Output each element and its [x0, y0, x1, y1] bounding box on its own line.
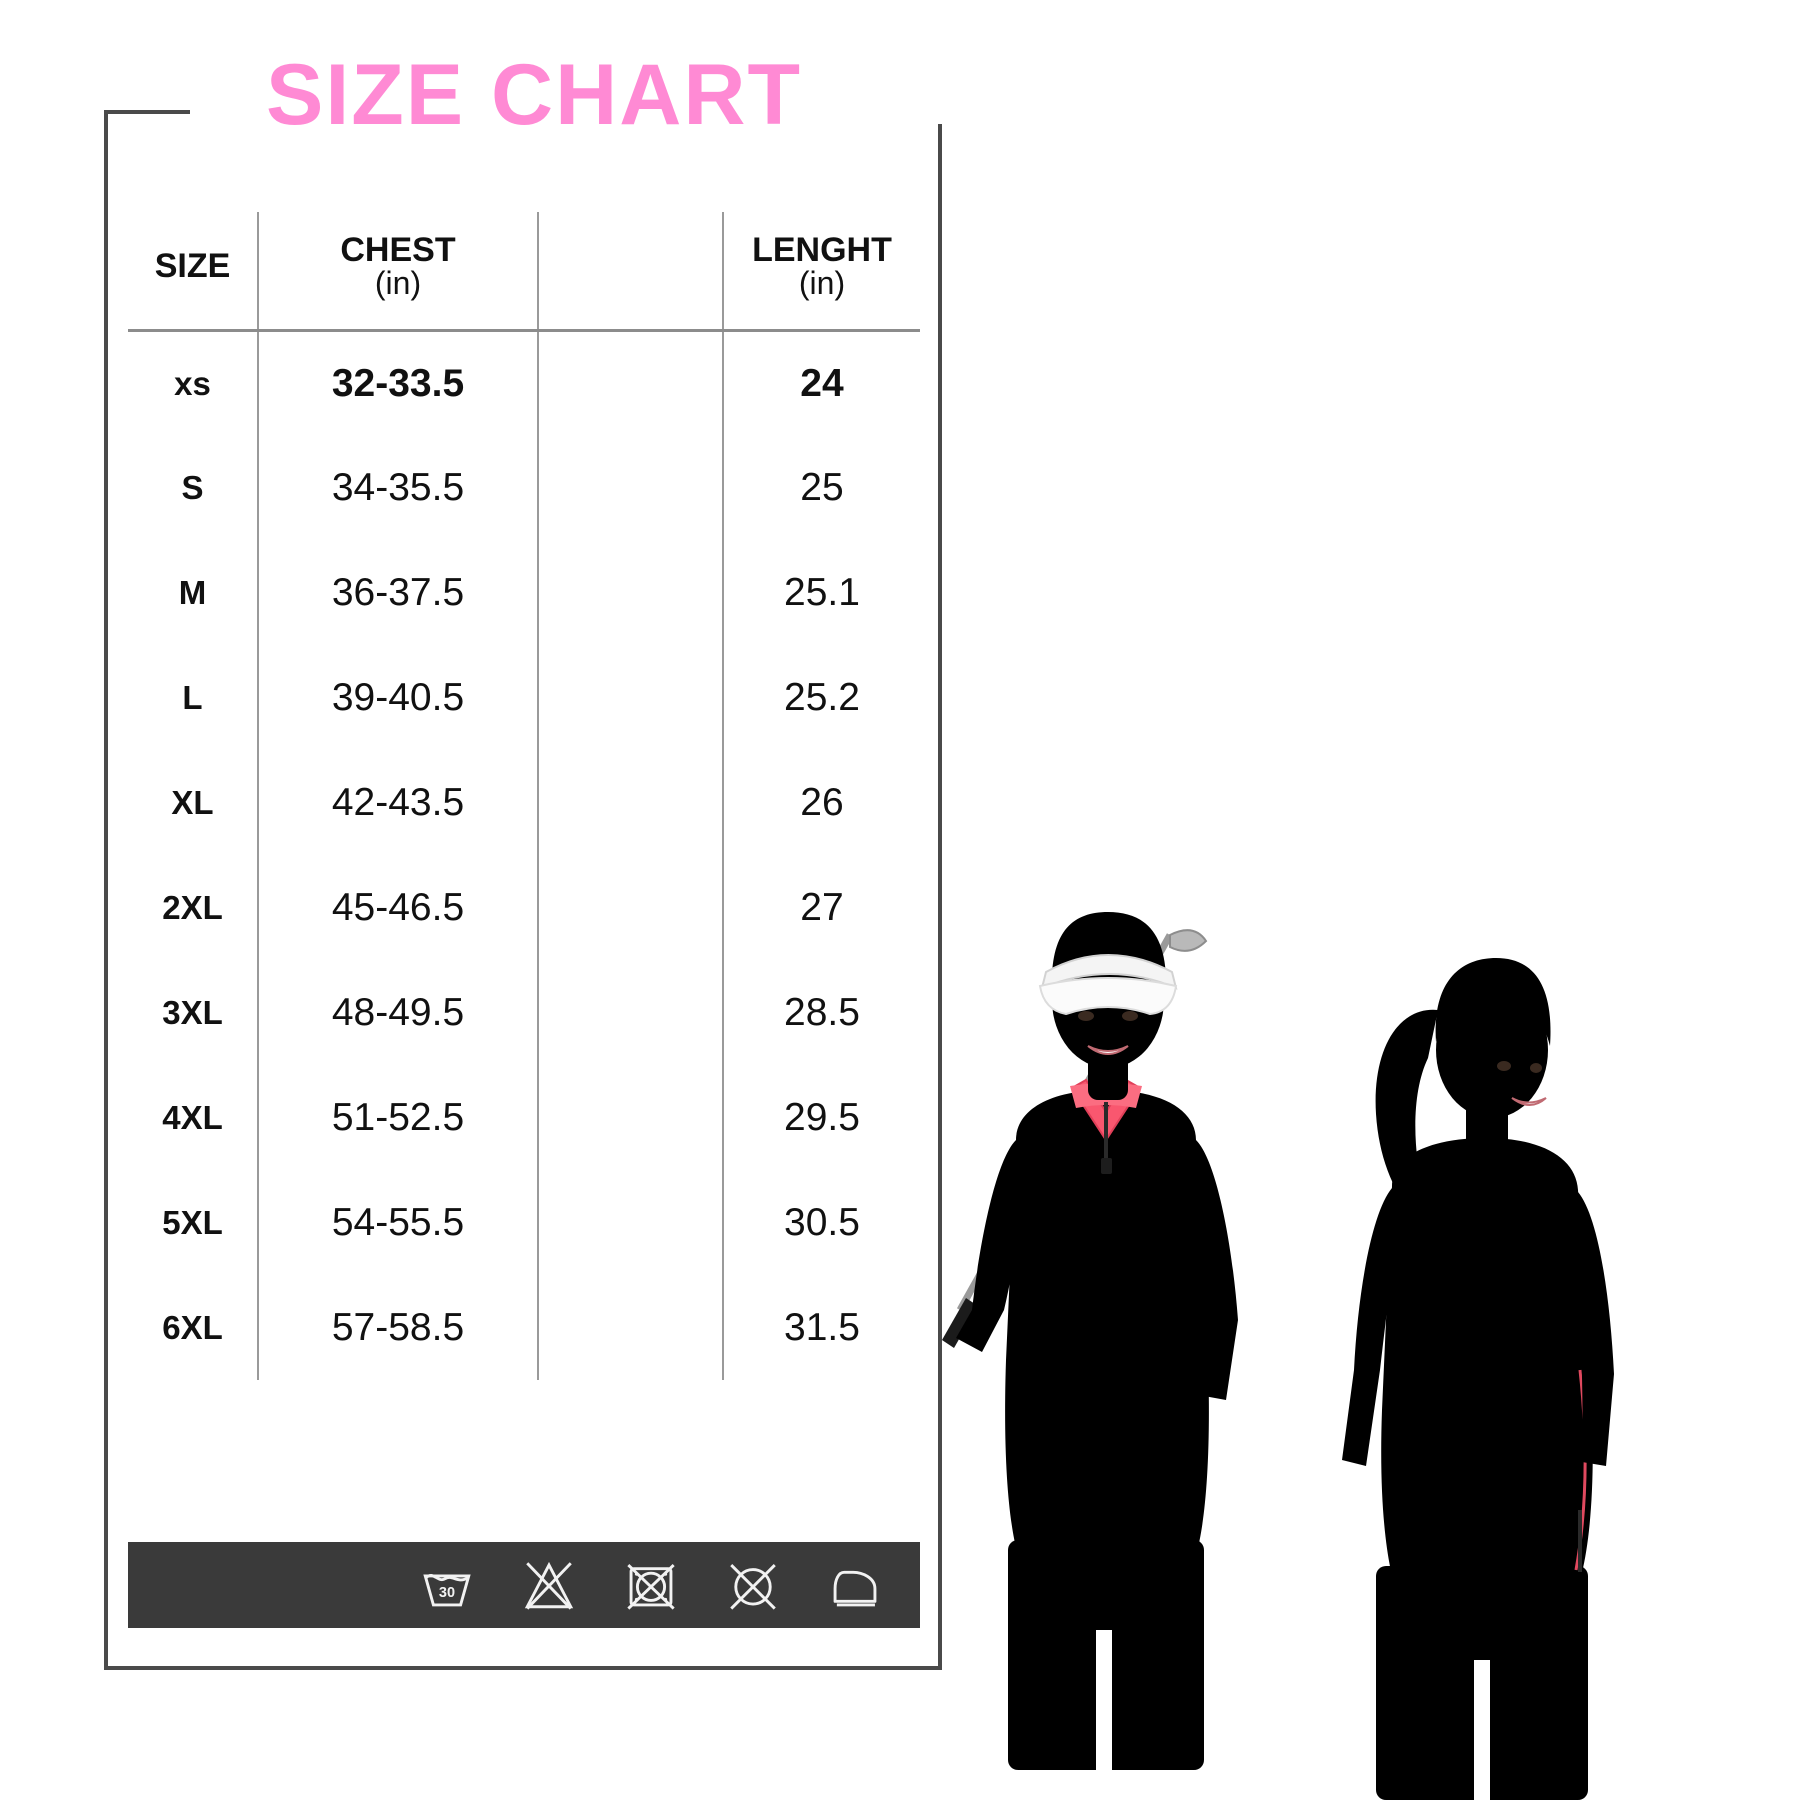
table-row: 2XL 45-46.5 27 [128, 855, 920, 960]
cell-size: 6XL [162, 1309, 223, 1346]
model-front-view [942, 912, 1238, 1770]
cell-blank [537, 960, 723, 1065]
cell-blank [537, 540, 723, 645]
cell-size: S [181, 469, 204, 506]
cell-length: 25 [722, 435, 920, 540]
cell-length: 28.5 [722, 960, 920, 1065]
cell-length: 31.5 [722, 1275, 920, 1380]
cell-chest: 34-35.5 [257, 435, 538, 540]
cell-blank [537, 1170, 723, 1275]
size-table-body: xs 32-33.5 24 S 34-35.5 25 M 36-37.5 25.1 L 39-40.… [128, 330, 920, 1380]
table-header-row: SIZE CHEST (in) LENGHT (in) [128, 212, 920, 332]
cell-chest: 54-55.5 [257, 1170, 538, 1275]
cell-blank [537, 1275, 723, 1380]
do-not-bleach-icon [524, 1561, 574, 1610]
table-row: XL 42-43.5 26 [128, 750, 920, 855]
table-row: 6XL 57-58.5 31.5 [128, 1275, 920, 1380]
page-title: SIZE CHART [266, 47, 802, 143]
table-row: xs 32-33.5 24 [128, 330, 920, 435]
do-not-dry-clean-icon [730, 1564, 776, 1610]
care-instructions-bar: 30 [128, 1542, 920, 1628]
cell-blank [537, 1065, 723, 1170]
model-back-view [1342, 958, 1614, 1800]
size-table-container: SIZE CHEST (in) LENGHT (in) xs 32-33.5 24 S… [128, 212, 920, 1502]
cell-length: 26 [722, 750, 920, 855]
size-chart-table: SIZE CHEST (in) LENGHT (in) xs 32-33.5 24 S… [128, 212, 920, 1380]
cell-size: L [182, 679, 203, 716]
cell-blank [537, 855, 723, 960]
iron-icon [833, 1570, 877, 1607]
header-size: SIZE [128, 212, 258, 332]
header-chest: CHEST (in) [257, 212, 538, 332]
cell-size: 5XL [162, 1204, 223, 1241]
cell-size: 4XL [162, 1099, 223, 1136]
cell-blank [537, 435, 723, 540]
cell-chest: 51-52.5 [257, 1065, 538, 1170]
frame-title-gap [190, 98, 950, 124]
table-row: S 34-35.5 25 [128, 435, 920, 540]
cell-chest: 39-40.5 [257, 645, 538, 750]
cell-size: M [178, 574, 207, 611]
cell-length: 30.5 [722, 1170, 920, 1275]
cell-size: 3XL [162, 994, 223, 1031]
cell-length: 27 [722, 855, 920, 960]
cell-size: XL [171, 784, 214, 821]
table-row: 4XL 51-52.5 29.5 [128, 1065, 920, 1170]
cell-chest: 45-46.5 [257, 855, 538, 960]
cell-chest: 48-49.5 [257, 960, 538, 1065]
wash-30-icon: 30 [423, 1574, 471, 1607]
do-not-tumble-dry-icon [627, 1564, 675, 1610]
table-row: L 39-40.5 25.2 [128, 645, 920, 750]
cell-size: xs [174, 364, 211, 402]
svg-text:30: 30 [439, 1585, 455, 1601]
table-row: M 36-37.5 25.1 [128, 540, 920, 645]
cell-chest: 57-58.5 [257, 1275, 538, 1380]
cell-chest: 42-43.5 [257, 750, 538, 855]
cell-size: 2XL [162, 889, 223, 926]
header-blank [537, 212, 723, 332]
table-row: 3XL 48-49.5 28.5 [128, 960, 920, 1065]
cell-length: 25.2 [722, 645, 920, 750]
cell-blank [537, 330, 723, 435]
cell-chest: 36-37.5 [257, 540, 538, 645]
cell-length: 24 [722, 330, 920, 435]
cell-blank [537, 750, 723, 855]
cell-length: 25.1 [722, 540, 920, 645]
table-row: 5XL 54-55.5 30.5 [128, 1170, 920, 1275]
header-length: LENGHT (in) [722, 212, 920, 332]
product-photo [880, 830, 1800, 1800]
cell-length: 29.5 [722, 1065, 920, 1170]
cell-chest: 32-33.5 [257, 330, 538, 435]
cell-blank [537, 645, 723, 750]
